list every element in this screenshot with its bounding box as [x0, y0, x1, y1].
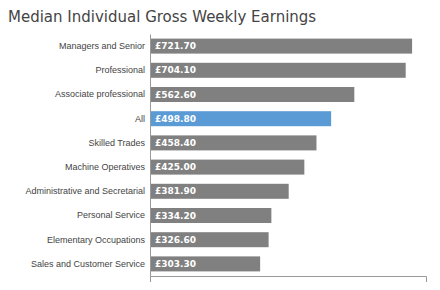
y-tick-label: All	[135, 114, 145, 124]
y-tick-label: Skilled Trades	[88, 138, 145, 148]
data-label: £381.90	[155, 186, 196, 196]
bar	[150, 87, 354, 102]
y-tick: Machine Operatives	[65, 162, 150, 172]
data-labels: £303.30 £326.60 £334.20 £381.90 £425.00 £458.…	[155, 41, 196, 269]
bar	[150, 232, 269, 247]
bar	[150, 39, 412, 54]
bar	[150, 135, 316, 150]
bar	[150, 256, 260, 271]
y-tick-label: Managers and Senior	[59, 41, 145, 51]
y-tick: Administrative and Secretarial	[25, 186, 150, 196]
data-label: £425.00	[155, 162, 196, 172]
x-axis-line	[151, 277, 427, 283]
plot-area: Sales and Customer Service Elementary Occ…	[25, 35, 426, 283]
chart-title: Median Individual Gross Weekly Earnings	[8, 8, 316, 26]
data-label: £334.20	[155, 211, 196, 221]
y-tick-label: Associate professional	[55, 89, 145, 99]
data-label: £562.60	[155, 90, 196, 100]
y-tick: All	[135, 114, 150, 124]
y-tick: Professional	[95, 65, 150, 75]
data-label: £303.30	[155, 259, 196, 269]
bar	[150, 111, 331, 126]
chart-svg: Median Individual Gross Weekly Earnings S…	[0, 0, 440, 290]
y-tick-label: Elementary Occupations	[47, 235, 146, 245]
data-label: £498.80	[155, 114, 196, 124]
y-axis-line	[150, 35, 151, 277]
y-axis: Sales and Customer Service Elementary Occ…	[25, 35, 150, 277]
bar	[150, 160, 304, 175]
y-tick: Elementary Occupations	[47, 235, 150, 245]
data-label: £326.60	[155, 235, 196, 245]
x-axis	[151, 277, 427, 283]
chart-container: Median Individual Gross Weekly Earnings S…	[0, 0, 440, 290]
y-tick-label: Machine Operatives	[65, 162, 146, 172]
y-tick: Skilled Trades	[88, 138, 150, 148]
data-label: £704.10	[155, 65, 196, 75]
data-label: £458.40	[155, 138, 196, 148]
bars	[150, 39, 412, 272]
y-tick-label: Professional	[95, 65, 145, 75]
y-tick: Associate professional	[55, 89, 150, 99]
y-tick-label: Personal Service	[77, 210, 145, 220]
y-tick: Personal Service	[77, 210, 150, 220]
y-tick: Managers and Senior	[59, 41, 150, 51]
data-label: £721.70	[155, 41, 196, 51]
bar	[150, 63, 406, 78]
bar	[150, 184, 289, 199]
y-tick-label: Administrative and Secretarial	[25, 186, 145, 196]
y-tick: Sales and Customer Service	[31, 259, 150, 269]
bar	[150, 208, 271, 223]
y-tick-label: Sales and Customer Service	[31, 259, 145, 269]
